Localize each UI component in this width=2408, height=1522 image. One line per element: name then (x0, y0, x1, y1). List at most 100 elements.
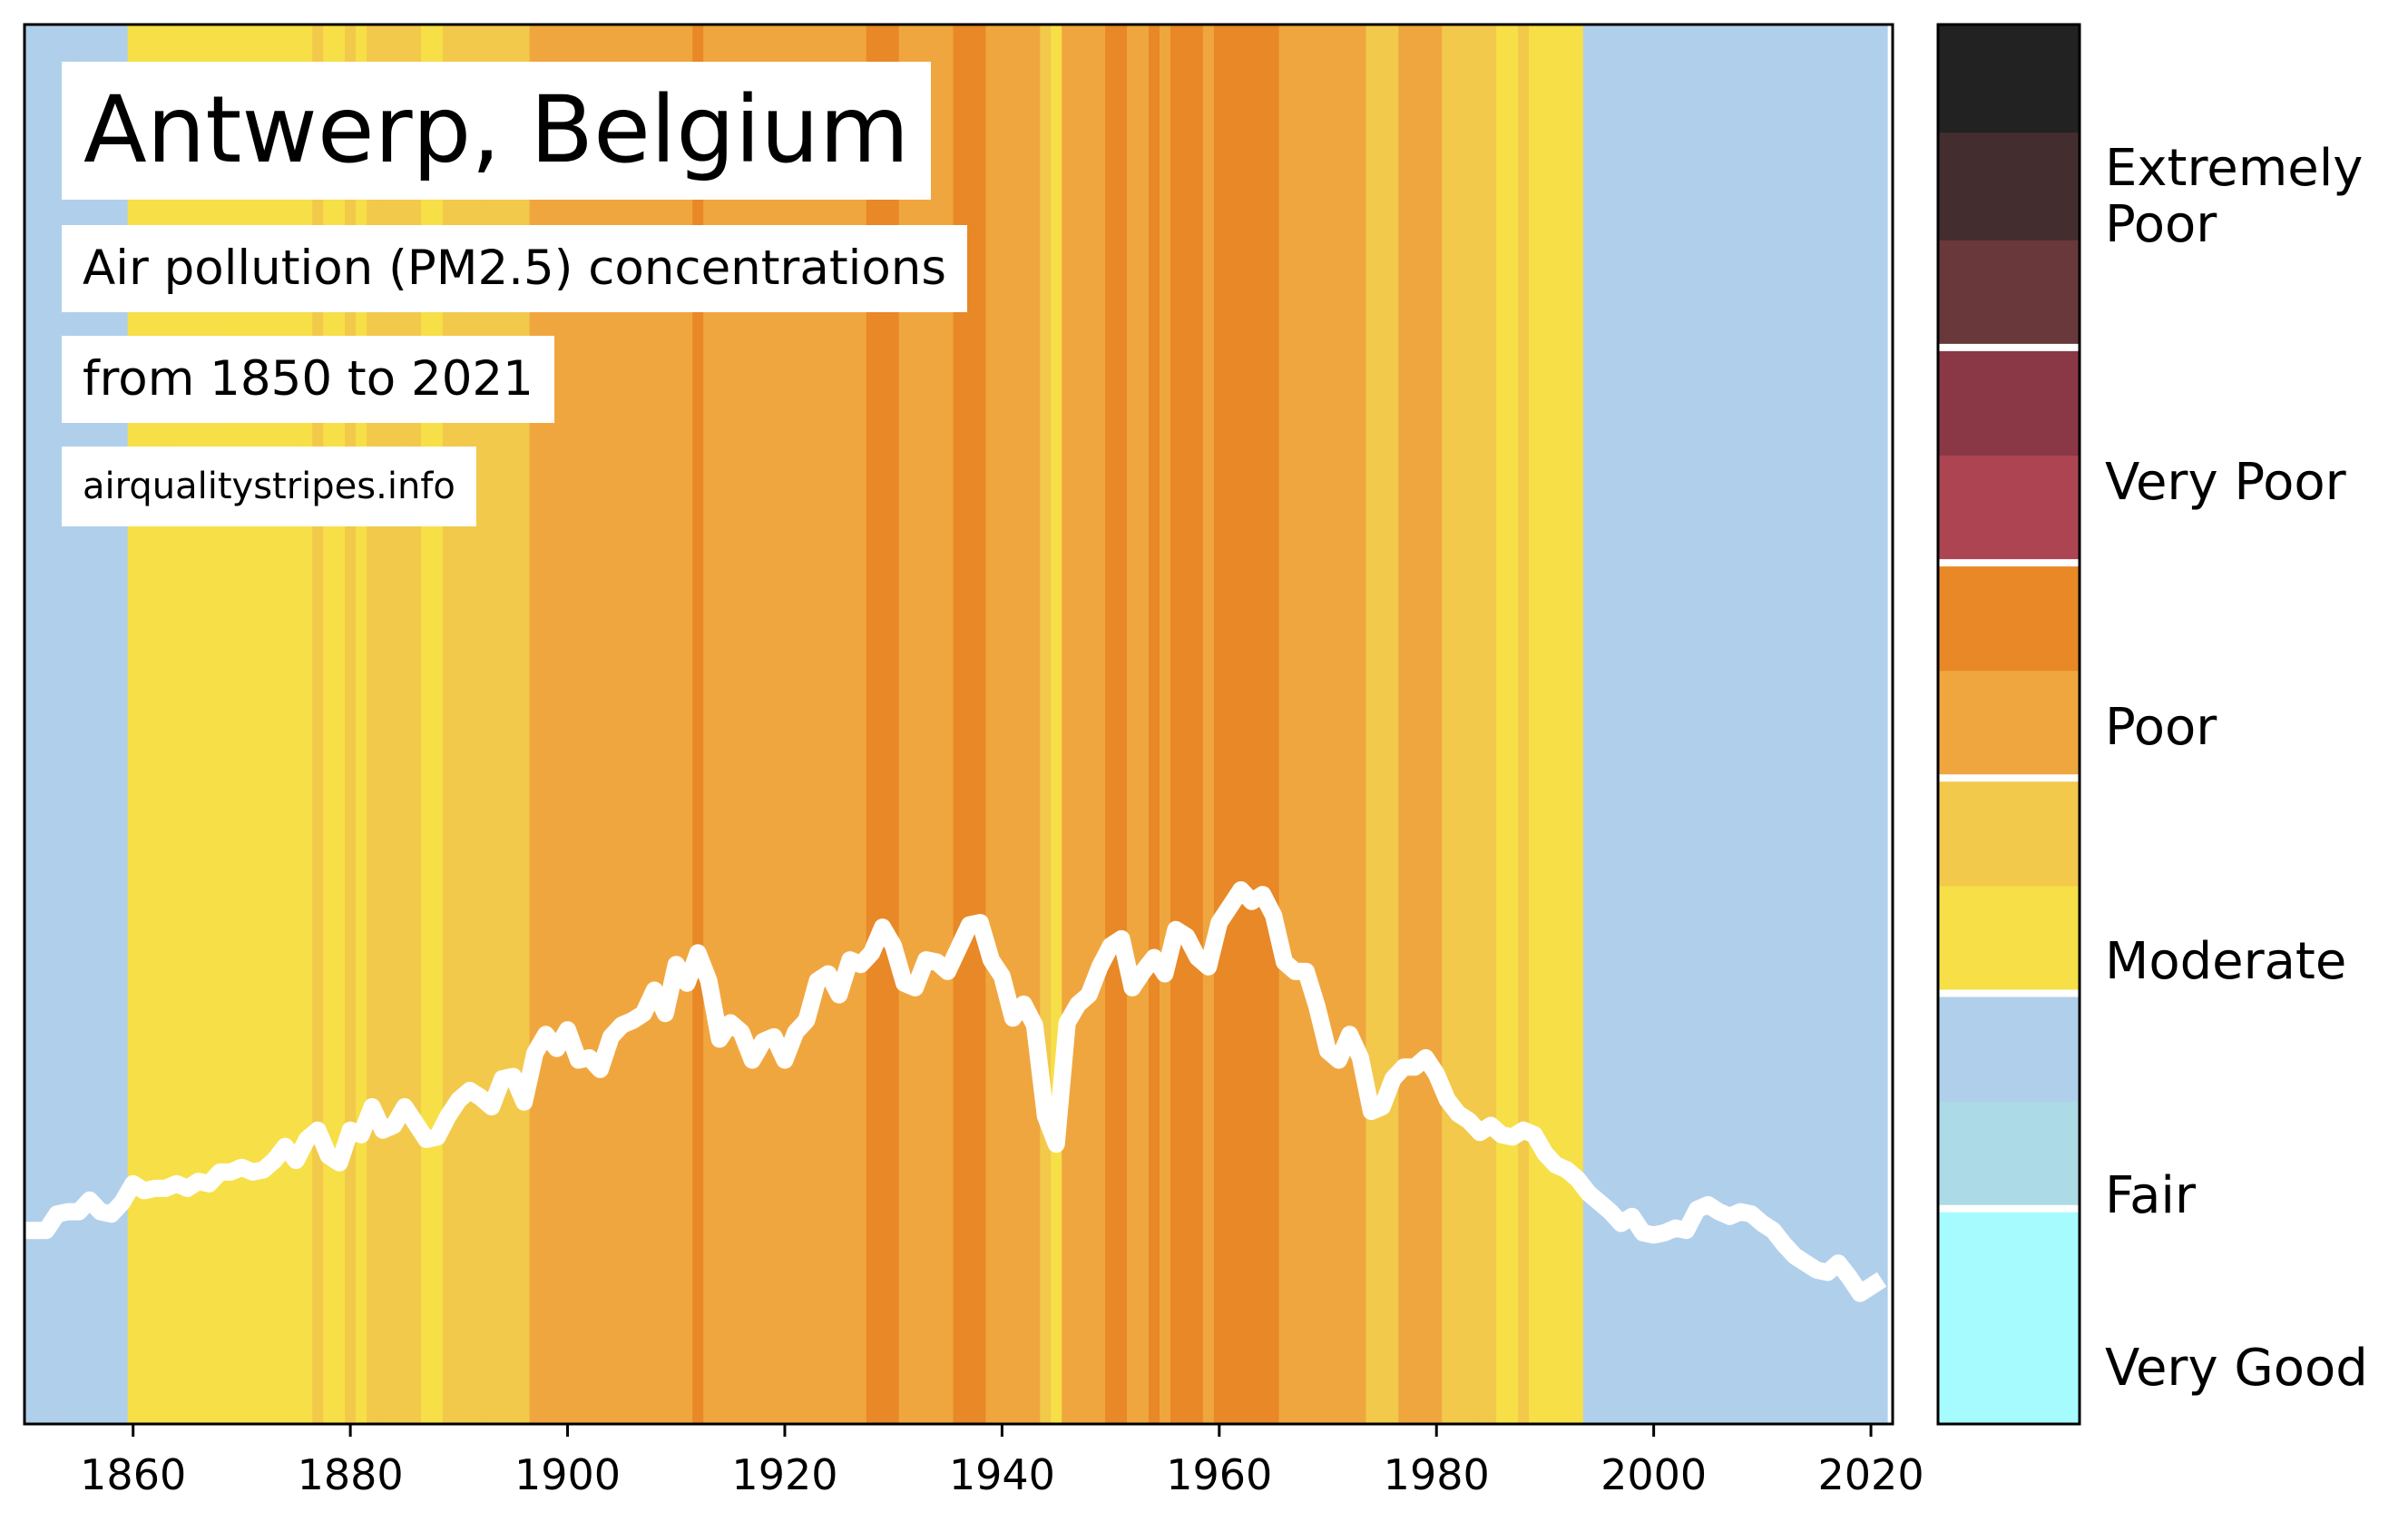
stripe-1919 (768, 25, 780, 1424)
stripe-1906 (627, 25, 639, 1424)
stripe-1929 (876, 25, 889, 1424)
colorbar-band-extremely-poor-lower (1938, 240, 2080, 349)
x-tick-label-1880: 1880 (298, 1450, 404, 1499)
stripe-1975 (1376, 25, 1388, 1424)
x-axis: 1860 1880 1900 1920 1940 1960 1980 2000 2020 (80, 1424, 1924, 1499)
stripe-1923 (811, 25, 824, 1424)
stripe-1920 (778, 25, 791, 1424)
stripe-1990 (1539, 25, 1551, 1424)
colorbar-band-extremely-poor-middle (1938, 132, 2080, 241)
stripe-1921 (789, 25, 802, 1424)
stripe-1933 (920, 25, 933, 1424)
stripe-1934 (931, 25, 944, 1424)
stripe-1997 (1615, 25, 1628, 1424)
stripe-1992 (1561, 25, 1573, 1424)
stripe-1910 (671, 25, 682, 1424)
stripe-1973 (1355, 25, 1367, 1424)
stripe-1948 (1083, 25, 1095, 1424)
stripe-1996 (1604, 25, 1617, 1424)
stripe-1944 (1040, 25, 1052, 1424)
stripe-2000 (1648, 25, 1660, 1424)
stripe-1937 (964, 25, 976, 1424)
label-moderate: Moderate (2105, 932, 2347, 991)
stripe-2006 (1713, 25, 1726, 1424)
pm25-trend-line (24, 881, 1887, 1302)
stripe-1946 (1062, 25, 1073, 1424)
stripe-1942 (1018, 25, 1030, 1424)
stripe-1922 (800, 25, 813, 1424)
stripe-1964 (1257, 25, 1269, 1424)
stripe-1969 (1311, 25, 1324, 1424)
stripe-1912 (692, 25, 704, 1424)
colorbar-band-very-poor-upper (1938, 347, 2080, 456)
stripe-1961 (1224, 25, 1237, 1424)
stripe-1959 (1202, 25, 1215, 1424)
stripe-2005 (1702, 25, 1715, 1424)
colorbar (1938, 25, 2080, 1425)
stripe-1954 (1148, 25, 1160, 1424)
stripe-1998 (1626, 25, 1639, 1424)
x-tick-label-1920: 1920 (731, 1450, 837, 1499)
stripe-2009 (1746, 25, 1757, 1424)
stripe-1911 (681, 25, 693, 1424)
stripe-1993 (1571, 25, 1584, 1424)
stripe-2011 (1767, 25, 1779, 1424)
stripe-1940 (996, 25, 1008, 1424)
stripe-1958 (1191, 25, 1204, 1424)
year-range-text: from 1850 to 2021 (62, 336, 554, 423)
stripe-1914 (714, 25, 726, 1424)
label-extremely-poor: Extremely Poor (2105, 139, 2364, 254)
stripe-1957 (1180, 25, 1193, 1424)
stripe-1927 (855, 25, 867, 1424)
stripe-1970 (1322, 25, 1335, 1424)
stripe-1955 (1159, 25, 1171, 1424)
stripe-2014 (1800, 25, 1812, 1424)
x-tick-label-1940: 1940 (949, 1450, 1055, 1499)
stripe-1971 (1333, 25, 1346, 1424)
chart-title: Antwerp, Belgium (62, 62, 932, 200)
stripe-2004 (1691, 25, 1704, 1424)
stripe-1960 (1213, 25, 1226, 1424)
colorbar-band-very-good (1938, 1208, 2080, 1425)
stripe-1966 (1278, 25, 1291, 1424)
stripe-1905 (616, 25, 628, 1424)
label-poor: Poor (2105, 698, 2217, 757)
stripe-1852 (40, 25, 53, 1424)
stripe-1932 (909, 25, 922, 1424)
stripe-1967 (1289, 25, 1302, 1424)
stripe-1908 (649, 25, 661, 1424)
x-tick-label-1860: 1860 (80, 1450, 186, 1499)
source-link[interactable]: airqualitystripes.info (62, 447, 476, 526)
stripe-2007 (1724, 25, 1737, 1424)
stripe-1913 (703, 25, 715, 1424)
x-tick-label-2000: 2000 (1600, 1450, 1707, 1499)
stripe-1972 (1344, 25, 1356, 1424)
stripe-1982 (1453, 25, 1464, 1424)
stripe-1943 (1029, 25, 1041, 1424)
colorbar-band-fair (1938, 993, 2080, 1102)
stripe-1991 (1550, 25, 1562, 1424)
stripe-1941 (1007, 25, 1019, 1424)
stripe-1902 (583, 25, 596, 1424)
stripe-1994 (1582, 25, 1595, 1424)
colorbar-band-extremely-poor-upper (1938, 25, 2080, 133)
stripe-1987 (1507, 25, 1519, 1424)
stripe-1968 (1300, 25, 1313, 1424)
stripe-2015 (1811, 25, 1823, 1424)
stripe-1918 (758, 25, 769, 1424)
stripe-1977 (1398, 25, 1410, 1424)
chart-subtitle: Air pollution (PM2.5) concentrations (62, 225, 967, 312)
stripe-1907 (638, 25, 650, 1424)
stripe-1945 (1051, 25, 1062, 1424)
stripe-1851 (29, 25, 42, 1424)
stripe-1904 (605, 25, 618, 1424)
stripe-1936 (953, 25, 965, 1424)
stripe-1950 (1105, 25, 1117, 1424)
colorbar-band-poor-upper (1938, 563, 2080, 672)
stripe-2018 (1844, 25, 1855, 1424)
stripe-1951 (1116, 25, 1128, 1424)
x-tick-label-1980: 1980 (1384, 1450, 1490, 1499)
stripe-1988 (1518, 25, 1530, 1424)
stripe-1931 (898, 25, 911, 1424)
colorbar-frame (1936, 23, 2081, 1426)
